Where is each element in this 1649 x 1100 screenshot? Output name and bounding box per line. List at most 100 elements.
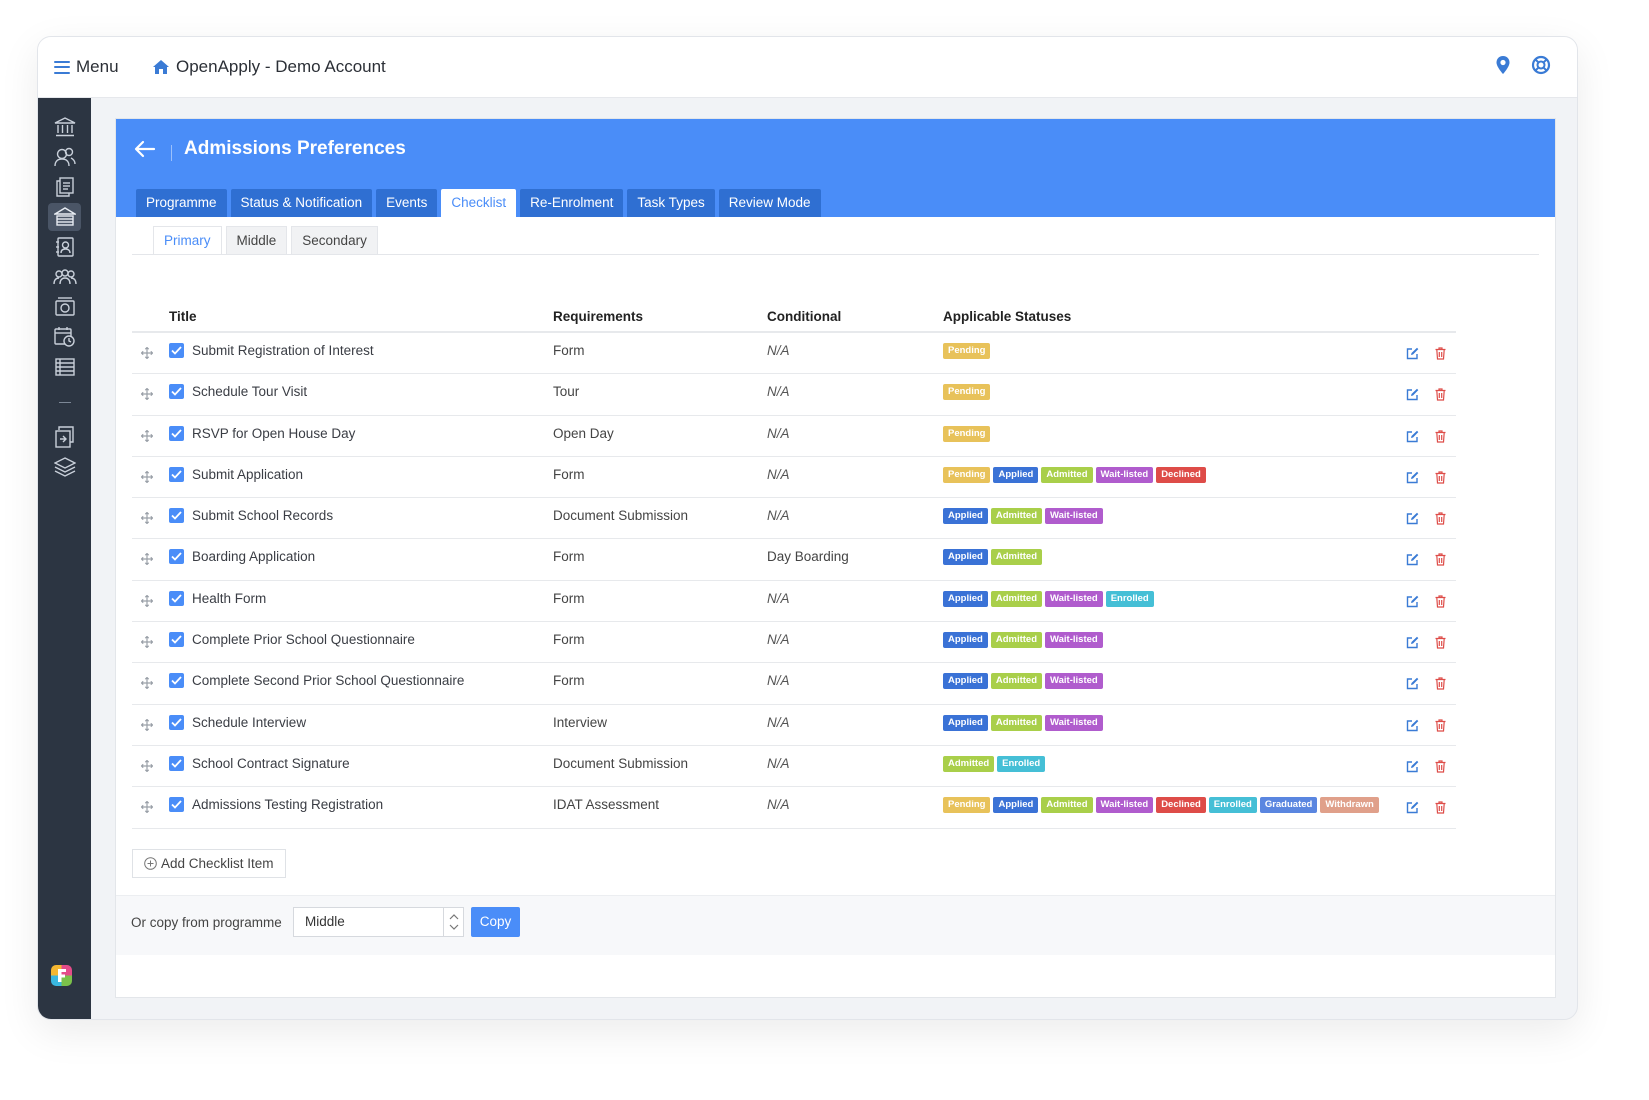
delete-icon[interactable] <box>1435 760 1446 776</box>
tab-review-mode[interactable]: Review Mode <box>718 189 821 217</box>
drag-handle-icon[interactable] <box>140 594 154 610</box>
row-checkbox[interactable] <box>169 343 184 358</box>
edit-icon[interactable] <box>1406 388 1419 404</box>
add-checklist-item-button[interactable]: Add Checklist Item <box>132 849 286 878</box>
location-pin-icon[interactable] <box>1495 55 1511 75</box>
delete-icon[interactable] <box>1435 677 1446 693</box>
edit-icon[interactable] <box>1406 801 1419 817</box>
tab-task-types[interactable]: Task Types <box>627 189 715 217</box>
edit-icon[interactable] <box>1406 512 1419 528</box>
tab-checklist[interactable]: Checklist <box>441 189 517 217</box>
delete-icon[interactable] <box>1435 801 1446 817</box>
drag-handle-icon[interactable] <box>140 677 154 692</box>
edit-icon[interactable] <box>1406 471 1419 487</box>
row-title: Complete Second Prior School Questionnai… <box>192 673 465 689</box>
delete-icon[interactable] <box>1435 512 1446 528</box>
drag-handle-icon[interactable] <box>140 800 154 816</box>
edit-icon[interactable] <box>1406 760 1419 776</box>
row-checkbox[interactable] <box>169 673 184 689</box>
row-checkbox[interactable] <box>169 797 184 813</box>
sidebar-item-export[interactable] <box>48 423 81 451</box>
edit-icon[interactable] <box>1406 677 1419 693</box>
row-checkbox[interactable] <box>169 755 184 771</box>
edit-icon[interactable] <box>1406 595 1419 611</box>
sidebar-item-groups[interactable] <box>48 263 81 291</box>
edit-icon[interactable] <box>1406 719 1419 735</box>
row-checkbox[interactable] <box>169 384 184 400</box>
delete-icon[interactable] <box>1435 719 1446 735</box>
row-requirement: IDAT Assessment <box>553 797 660 813</box>
sidebar-item-documents[interactable] <box>48 173 81 201</box>
delete-icon[interactable] <box>1435 595 1446 611</box>
table-row: Submit School Records Document Submission… <box>132 498 1456 540</box>
delete-icon[interactable] <box>1435 388 1446 404</box>
sidebar-item-address-book[interactable] <box>48 233 81 261</box>
account-home-link[interactable]: OpenApply - Demo Account <box>152 57 386 77</box>
camera-icon <box>54 297 75 316</box>
help-lifebuoy-icon[interactable] <box>1531 55 1551 75</box>
edit-icon[interactable] <box>1406 347 1419 363</box>
drag-handle-icon[interactable] <box>140 387 154 403</box>
row-title: Health Form <box>192 590 267 606</box>
row-checkbox[interactable] <box>169 508 184 524</box>
programme-select[interactable]: Middle <box>293 907 464 937</box>
table-header: Title Requirements Conditional Applicabl… <box>132 309 1456 333</box>
drag-handle-icon[interactable] <box>140 635 154 651</box>
add-checklist-item-label: Add Checklist Item <box>161 856 274 871</box>
status-badge-declined: Declined <box>1156 466 1206 483</box>
row-conditional: N/A <box>767 673 790 689</box>
row-checkbox[interactable] <box>169 714 184 730</box>
check-icon <box>171 718 182 727</box>
table-row: Submit Registration of Interest Form N/A Pe… <box>132 333 1456 375</box>
subtab-middle[interactable]: Middle <box>225 226 288 255</box>
check-icon <box>171 470 182 479</box>
tab-status-notification[interactable]: Status & Notification <box>230 189 373 217</box>
delete-icon[interactable] <box>1435 347 1446 363</box>
status-badge-pending: Pending <box>943 797 991 814</box>
select-arrows-icon <box>443 908 463 936</box>
tab-re-enrolment[interactable]: Re-Enrolment <box>520 189 624 217</box>
sidebar <box>38 98 91 1019</box>
copy-button[interactable]: Copy <box>471 907 520 937</box>
delete-icon[interactable] <box>1435 429 1446 446</box>
row-checkbox[interactable] <box>169 466 184 482</box>
brand-logo-icon[interactable] <box>51 965 72 986</box>
sidebar-item-layers[interactable] <box>48 453 81 481</box>
delete-icon[interactable] <box>1435 553 1446 569</box>
drag-handle-icon[interactable] <box>140 429 154 445</box>
tab-programme[interactable]: Programme <box>136 189 227 217</box>
subtab-primary[interactable]: Primary <box>153 226 222 255</box>
sidebar-item-calendar[interactable] <box>48 323 81 351</box>
sidebar-item-media[interactable] <box>48 293 81 321</box>
row-checkbox[interactable] <box>169 549 184 565</box>
check-icon <box>171 635 182 644</box>
sidebar-item-institution[interactable] <box>48 113 81 141</box>
row-requirement: Form <box>553 673 585 689</box>
edit-icon[interactable] <box>1406 553 1419 569</box>
delete-icon[interactable] <box>1435 636 1446 652</box>
edit-icon[interactable] <box>1406 636 1419 652</box>
sidebar-item-admissions[interactable] <box>48 203 81 231</box>
menu-button[interactable]: Menu <box>54 57 119 77</box>
row-checkbox[interactable] <box>169 425 184 441</box>
drag-handle-icon[interactable] <box>140 511 154 527</box>
drag-handle-icon[interactable] <box>140 470 154 486</box>
tab-events[interactable]: Events <box>376 189 438 217</box>
row-conditional: Day Boarding <box>767 549 849 565</box>
drag-handle-icon[interactable] <box>140 346 154 362</box>
edit-icon[interactable] <box>1406 430 1419 446</box>
delete-icon[interactable] <box>1435 471 1446 487</box>
drag-handle-icon[interactable] <box>140 759 154 775</box>
status-badge-declined: Declined <box>1156 797 1206 814</box>
table-row: Admissions Testing Registration IDAT Asse… <box>132 787 1456 829</box>
drag-handle-icon[interactable] <box>140 718 154 734</box>
sidebar-item-lists[interactable] <box>48 353 81 381</box>
row-checkbox[interactable] <box>169 590 184 606</box>
subtab-secondary[interactable]: Secondary <box>291 226 378 255</box>
drag-handle-icon[interactable] <box>140 553 154 568</box>
status-badge-wait-listed: Wait-listed <box>1045 508 1103 525</box>
back-arrow-icon[interactable] <box>134 139 156 159</box>
sidebar-item-contacts[interactable] <box>48 143 81 171</box>
status-badge-applied: Applied <box>943 549 988 566</box>
row-checkbox[interactable] <box>169 632 184 648</box>
